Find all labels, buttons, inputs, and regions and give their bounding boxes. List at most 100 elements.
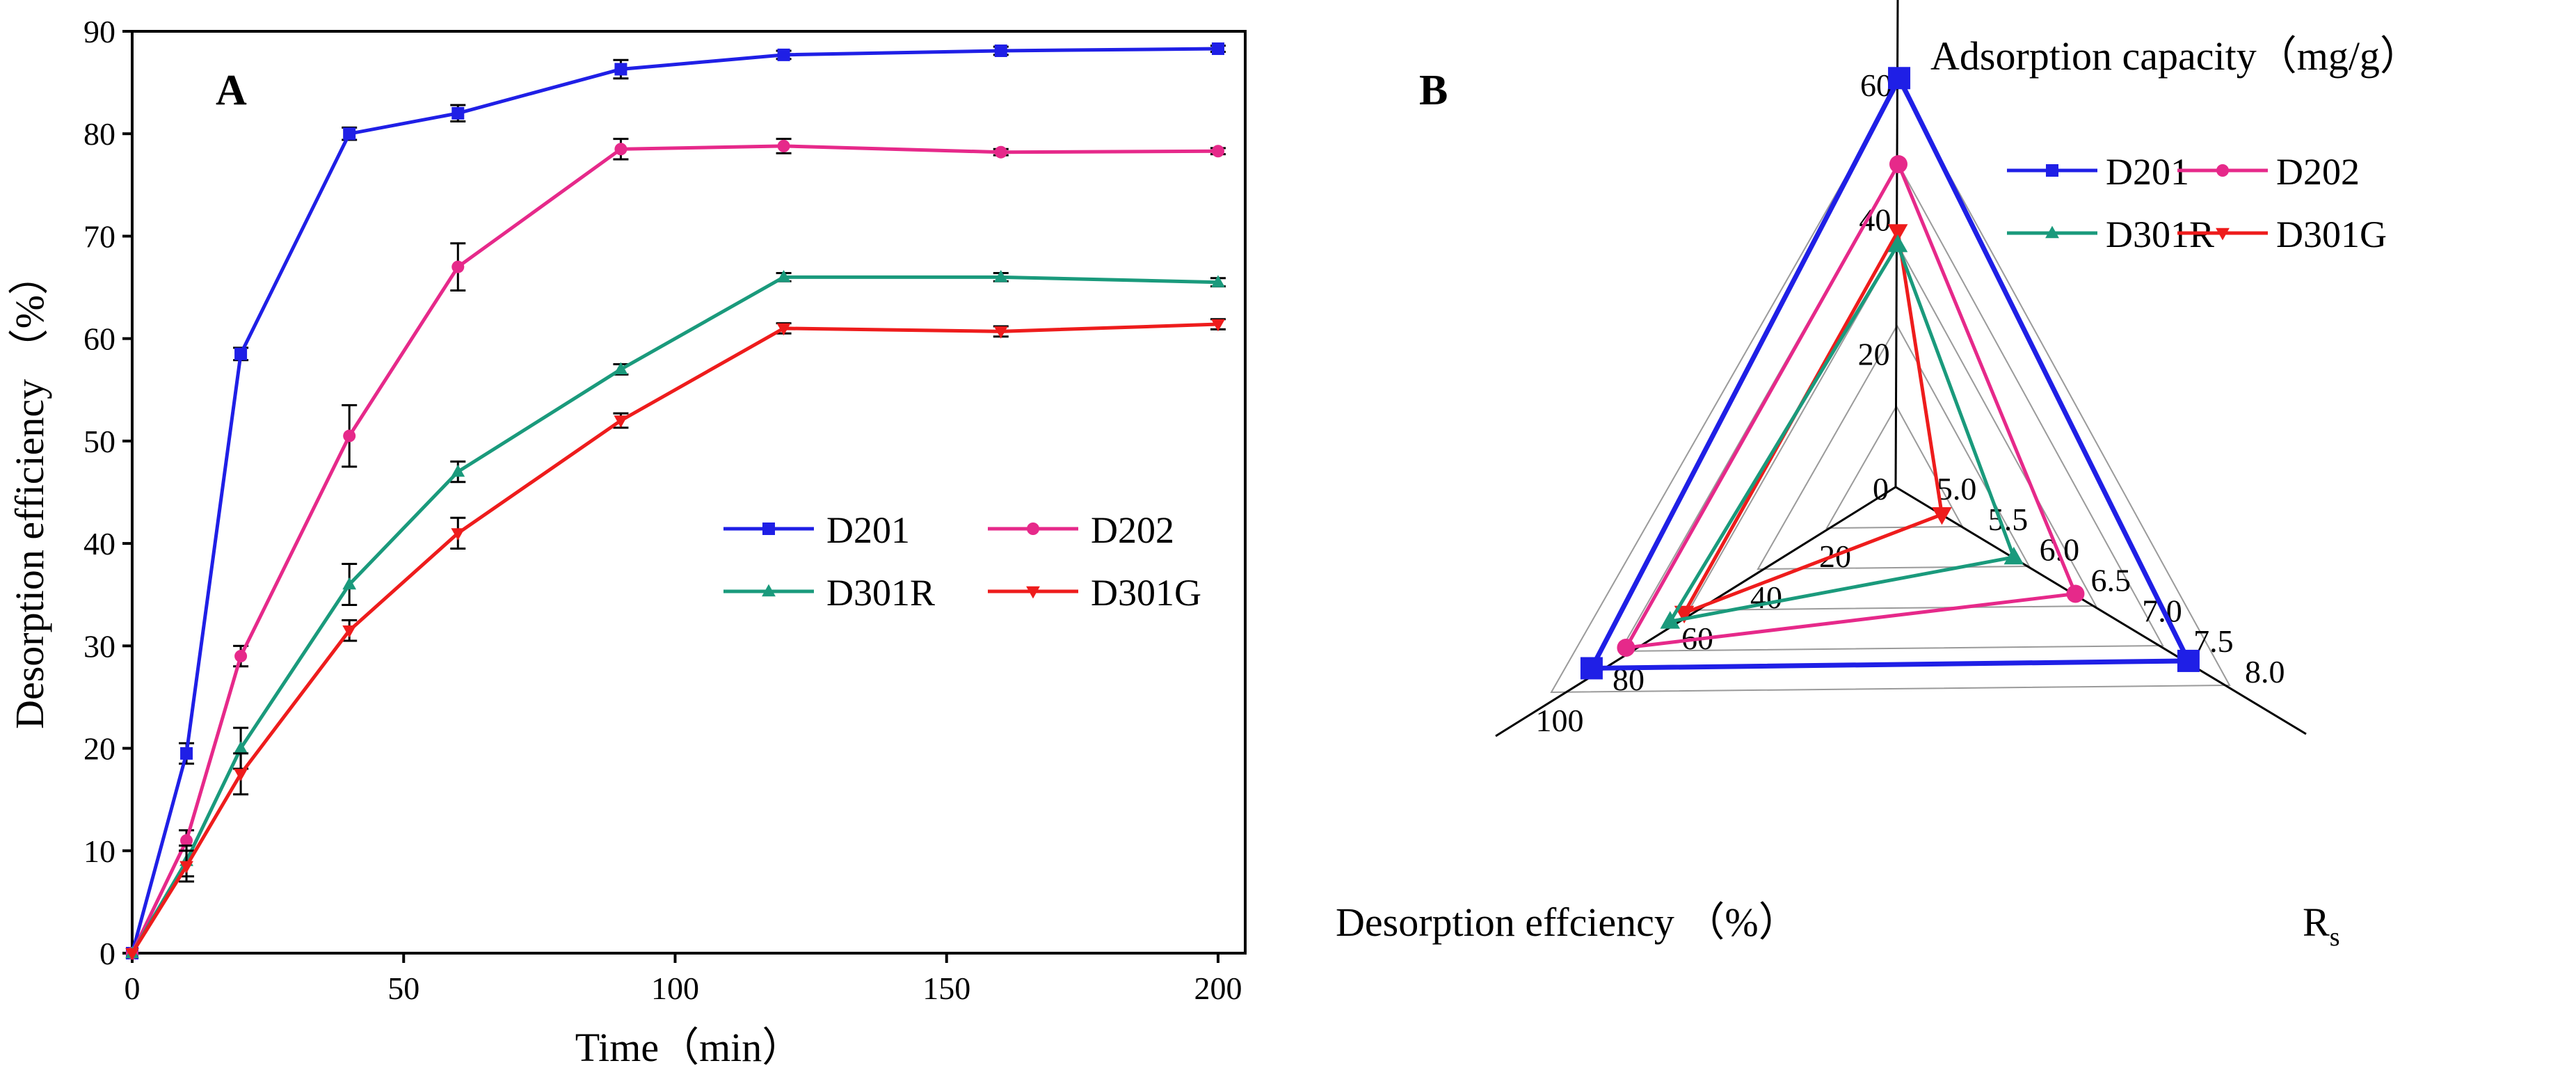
data-point <box>343 429 356 442</box>
panel-b-axis-title-rs: Rs <box>2303 900 2339 952</box>
legend-label: D201 <box>826 509 910 551</box>
x-tick-label: 150 <box>922 971 970 1006</box>
panel-a-x-axis-title: Time（min） <box>575 1025 803 1070</box>
radar-series-d202 <box>1617 155 2085 657</box>
data-point <box>614 143 627 156</box>
panel-a-plot-frame <box>131 30 1247 955</box>
radar-series-outline <box>1587 72 2193 671</box>
adsorption-tick-label: 20 <box>1858 337 1890 372</box>
legend-marker <box>762 584 776 597</box>
radar-grid-ring <box>1550 81 2231 694</box>
x-tick-label: 200 <box>1194 971 1242 1006</box>
radar-axis-line <box>1895 486 2307 735</box>
data-point <box>776 269 791 282</box>
y-tick-label: 30 <box>83 628 115 664</box>
radar-grid-ring <box>1757 324 2031 571</box>
radar-point <box>1580 657 1603 680</box>
radar-point <box>1617 638 1635 657</box>
series-d202 <box>126 138 1226 959</box>
radar-series-d301r <box>1660 234 2024 629</box>
radar-point <box>2003 546 2024 565</box>
data-point <box>179 861 193 874</box>
data-point <box>1211 42 1224 56</box>
series-d301g <box>125 318 1226 961</box>
adsorption-tick-label: 0 <box>1873 471 1889 506</box>
radar-point <box>1887 224 1908 242</box>
legend-marker <box>1027 522 1039 535</box>
legend-marker <box>1026 586 1040 599</box>
radar-point <box>1660 611 1681 629</box>
data-point <box>777 48 790 61</box>
data-point <box>234 650 248 663</box>
data-point <box>451 464 465 477</box>
panel-a-y-axis-title: Desorption efficiency （%） <box>7 255 52 729</box>
rs-tick-label: 6.0 <box>2040 532 2080 568</box>
data-point <box>993 326 1008 339</box>
series-d301r <box>125 269 1226 959</box>
radar-point <box>1888 67 1911 90</box>
y-tick-label: 60 <box>83 321 115 357</box>
y-tick-label: 70 <box>83 218 115 254</box>
y-tick-label: 80 <box>83 116 115 152</box>
series-line <box>130 322 1219 955</box>
data-point <box>234 741 248 753</box>
data-point <box>993 269 1008 282</box>
radar-point <box>2177 649 2200 672</box>
radar-point <box>1889 155 1907 173</box>
data-point <box>614 63 627 76</box>
data-point <box>994 145 1007 159</box>
legend-label: D301G <box>2276 214 2387 255</box>
panel-b-radar-chart: B 02040605.05.56.06.57.07.58.02040608010… <box>1336 0 2420 952</box>
radar-series-outline <box>1666 241 2017 624</box>
radar-axis-line <box>1495 486 1896 737</box>
panel-b-axis-title-adsorption: Adsorption capacity（mg/g） <box>1930 33 2420 79</box>
data-point <box>342 625 357 638</box>
y-tick-label: 20 <box>83 731 115 767</box>
radar-series-outline <box>1680 226 1944 616</box>
panel-a-legend: D201 D202 D301R D301G <box>723 509 1201 614</box>
legend-marker <box>2045 225 2059 239</box>
panel-b-series <box>1580 67 2200 680</box>
data-point <box>1211 275 1225 287</box>
legend-label: D201 <box>2106 151 2189 193</box>
data-point <box>451 106 465 120</box>
panel-a-label: A <box>216 67 247 114</box>
panel-b-grid <box>1495 0 2307 737</box>
x-tick-label: 50 <box>387 971 419 1006</box>
legend-marker <box>2216 228 2230 241</box>
data-point <box>234 769 248 781</box>
rs-subscript-text: s <box>2330 923 2340 952</box>
y-tick-label: 90 <box>83 14 115 49</box>
legend-label: D301R <box>826 572 935 614</box>
y-tick-label: 0 <box>99 936 115 971</box>
series-line <box>130 144 1218 955</box>
x-tick-label: 100 <box>651 971 699 1006</box>
data-point <box>125 948 139 961</box>
data-point <box>994 44 1007 57</box>
radar-point <box>1932 507 1952 525</box>
rs-tick-label: 6.5 <box>2090 562 2131 598</box>
radar-grid-ring <box>1825 404 1964 529</box>
legend-label: D202 <box>1091 509 1174 551</box>
radar-series-outline <box>1622 160 2079 651</box>
data-point <box>451 260 465 273</box>
legend-label: D301G <box>1091 572 1201 614</box>
rs-tick-label: 7.5 <box>2193 623 2234 659</box>
desorption-tick-label: 100 <box>1536 703 1584 738</box>
legend-marker <box>2216 164 2229 177</box>
data-point <box>180 747 193 760</box>
data-point <box>234 347 248 360</box>
y-tick-label: 50 <box>83 424 115 459</box>
legend-label: D202 <box>2276 151 2360 193</box>
legend-marker <box>2046 164 2058 177</box>
legend-marker <box>762 522 775 535</box>
panel-b-label: B <box>1419 67 1448 114</box>
panel-a-x-axis: 0 50 100 150 200 <box>125 953 1242 1006</box>
data-point <box>777 139 790 152</box>
rs-tick-label: 5.0 <box>1937 471 1977 506</box>
data-point <box>180 834 193 847</box>
y-tick-label: 40 <box>83 526 115 561</box>
